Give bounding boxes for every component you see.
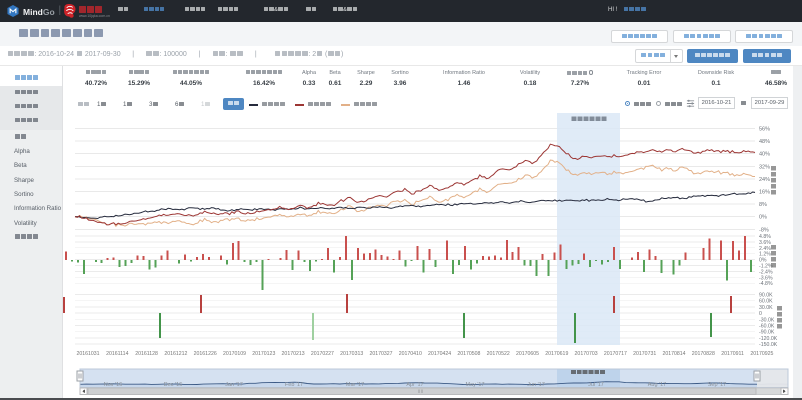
svg-text:Dec '16: Dec '16 <box>164 382 182 388</box>
svg-text:20161128: 20161128 <box>135 351 158 357</box>
svg-text:56%: 56% <box>759 127 770 133</box>
svg-text:Jan '17: Jan '17 <box>225 382 243 388</box>
svg-text:20170109: 20170109 <box>223 351 246 357</box>
svg-text:-150.0K: -150.0K <box>759 342 778 348</box>
svg-text:2.4%: 2.4% <box>759 246 771 252</box>
svg-text:Apr '17: Apr '17 <box>406 382 423 388</box>
svg-text:-2.4%: -2.4% <box>759 269 773 275</box>
svg-text:-90.0K: -90.0K <box>759 330 775 336</box>
svg-text:8%: 8% <box>759 202 767 208</box>
svg-text:Jul '17: Jul '17 <box>588 382 604 388</box>
svg-text:Sep '17: Sep '17 <box>708 382 726 388</box>
svg-text:20170522: 20170522 <box>487 351 510 357</box>
svg-text:20170619: 20170619 <box>545 351 568 357</box>
svg-text:-3.6%: -3.6% <box>759 275 773 281</box>
svg-text:Aug '17: Aug '17 <box>648 382 666 388</box>
svg-text:16%: 16% <box>759 190 770 196</box>
svg-text:40%: 40% <box>759 152 770 158</box>
svg-text:20170814: 20170814 <box>662 351 685 357</box>
svg-text:Nov '16: Nov '16 <box>104 382 122 388</box>
svg-text:0%: 0% <box>759 215 767 221</box>
svg-text:3.6%: 3.6% <box>759 240 771 246</box>
svg-text:20170731: 20170731 <box>633 351 656 357</box>
svg-text:May '17: May '17 <box>465 382 484 388</box>
svg-text:20170313: 20170313 <box>340 351 363 357</box>
svg-text:20170410: 20170410 <box>399 351 422 357</box>
svg-text:20170717: 20170717 <box>604 351 627 357</box>
svg-text:20170925: 20170925 <box>750 351 773 357</box>
svg-text:-60.0K: -60.0K <box>759 324 775 330</box>
svg-text:30.0K: 30.0K <box>759 305 773 311</box>
svg-text:20170703: 20170703 <box>575 351 598 357</box>
svg-text:60.0K: 60.0K <box>759 299 773 305</box>
svg-text:20161226: 20161226 <box>194 351 217 357</box>
svg-text:-120.0K: -120.0K <box>759 336 778 342</box>
svg-text:-1.2%: -1.2% <box>759 264 773 270</box>
svg-text:32%: 32% <box>759 164 770 170</box>
svg-text:-8%: -8% <box>759 227 769 233</box>
svg-text:20170327: 20170327 <box>369 351 392 357</box>
svg-text:20161212: 20161212 <box>164 351 187 357</box>
svg-text:Feb '17: Feb '17 <box>285 382 303 388</box>
svg-text:Jun '17: Jun '17 <box>527 382 545 388</box>
svg-text:24%: 24% <box>759 177 770 183</box>
svg-text:48%: 48% <box>759 139 770 145</box>
svg-text:20170424: 20170424 <box>428 351 451 357</box>
svg-text:-30.0K: -30.0K <box>759 317 775 323</box>
svg-text:20170123: 20170123 <box>252 351 275 357</box>
svg-text:Mar '17: Mar '17 <box>346 382 364 388</box>
svg-text:0: 0 <box>759 311 762 317</box>
svg-text:20170605: 20170605 <box>516 351 539 357</box>
svg-text:20161114: 20161114 <box>106 351 128 357</box>
svg-text:4.8%: 4.8% <box>759 234 771 240</box>
svg-text:20170227: 20170227 <box>311 351 334 357</box>
svg-text:1.2%: 1.2% <box>759 252 771 258</box>
svg-text:90.0K: 90.0K <box>759 293 773 299</box>
svg-text:20161031: 20161031 <box>76 351 99 357</box>
svg-text:20170213: 20170213 <box>282 351 305 357</box>
svg-text:-4.8%: -4.8% <box>759 281 773 287</box>
svg-text:20170911: 20170911 <box>721 351 744 357</box>
svg-text:20170508: 20170508 <box>457 351 480 357</box>
svg-text:20170828: 20170828 <box>692 351 715 357</box>
svg-text:0%: 0% <box>759 258 767 264</box>
